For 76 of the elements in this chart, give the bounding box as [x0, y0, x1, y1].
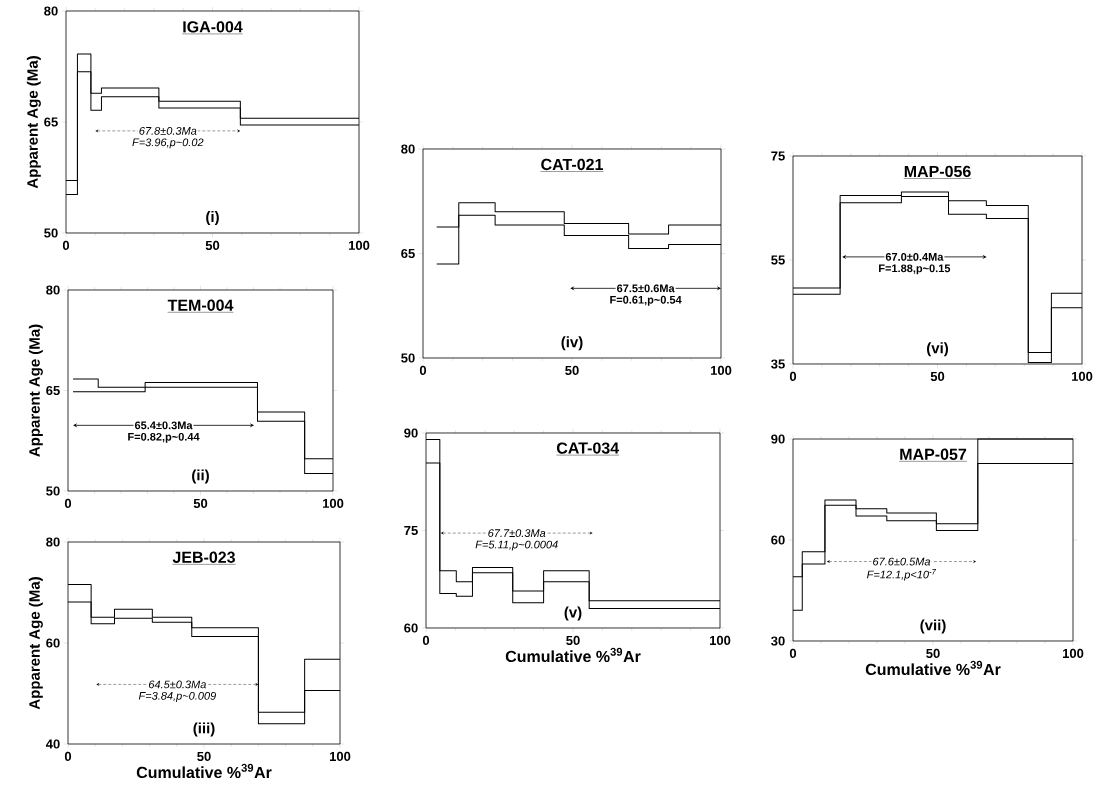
y-tick-label: 50	[44, 228, 58, 238]
annotation: 64.5±0.3Ma	[148, 680, 206, 689]
annotation: (ii)	[192, 469, 209, 484]
annotation: 65.4±0.3Ma	[134, 421, 193, 430]
annotation: F=3.96,p~0.02	[132, 138, 204, 149]
annotation: F=12.1,p<10$^{-7}$	[866, 569, 937, 581]
x-tick-label: 50	[565, 365, 579, 375]
x-tick-label: 50	[930, 371, 945, 381]
x-tick-label: 0	[64, 751, 72, 761]
chart-title: CAT-021	[541, 158, 603, 171]
x-tick-label: 0	[789, 648, 797, 658]
y-tick-label: 90	[404, 428, 418, 438]
annotation: F=1.88,p~0.15	[879, 264, 951, 275]
y-tick-label: 30	[771, 636, 785, 646]
x-tick-label: 100	[329, 751, 351, 761]
chart-title: JEB-023	[172, 551, 235, 563]
annotation: (v)	[564, 606, 582, 621]
x-tick-label: 0	[64, 498, 72, 508]
x-tick-label: 50	[566, 635, 580, 645]
x-tick-label: 100	[1062, 648, 1084, 658]
x-tick-label: 0	[419, 365, 427, 375]
y-tick-label: 65	[44, 117, 58, 127]
annotation: (i)	[206, 211, 219, 226]
x-tick-label: 50	[193, 498, 208, 508]
annotation: F=0.61,p~0.54	[610, 295, 682, 306]
x-tick-label: 100	[710, 365, 732, 375]
y-tick-label: 75	[771, 151, 785, 161]
annotation: F=0.82,p~0.44	[128, 432, 200, 443]
y-tick-label: 60	[404, 623, 418, 633]
y-tick-label: 60	[771, 535, 785, 545]
y-axis-title: Apparent Age (Ma)	[28, 324, 43, 457]
x-tick-label: 100	[709, 635, 731, 645]
y-axis-title: Apparent Age (Ma)	[28, 577, 43, 710]
annotation: 67.6±0.5Ma	[873, 557, 931, 566]
x-axis-title: Cumulative %$^{39}$Ar	[865, 660, 1001, 676]
x-tick-label: 100	[348, 240, 370, 250]
chart-title: MAP-056	[904, 165, 971, 178]
x-tick-label: 50	[197, 751, 211, 761]
y-tick-label: 80	[44, 6, 58, 16]
annotation: F=3.84,p~0.009	[138, 691, 216, 702]
annotation: (iv)	[561, 336, 583, 351]
annotation: (vi)	[927, 342, 949, 357]
y-tick-label: 55	[771, 255, 785, 265]
chart-title: MAP-057	[900, 448, 967, 460]
chart-title: TEM-004	[167, 299, 234, 311]
annotation: 67.5±0.6Ma	[617, 284, 675, 293]
y-tick-label: 35	[771, 359, 785, 369]
x-tick-label: 0	[789, 371, 797, 381]
y-tick-label: 65	[46, 385, 60, 396]
y-tick-label: 80	[46, 285, 60, 295]
annotation: 67.0±0.4Ma	[885, 252, 944, 261]
x-tick-label: 50	[926, 648, 940, 658]
annotation: F=5.11,p~0.0004	[475, 540, 558, 551]
x-axis-title: Cumulative %$^{39}$Ar	[505, 647, 641, 663]
y-tick-label: 80	[46, 537, 60, 547]
y-tick-label: 40	[45, 739, 60, 749]
x-tick-label: 50	[205, 240, 220, 250]
annotation: 67.8±0.3Ma	[139, 126, 197, 135]
y-tick-label: 75	[404, 525, 418, 536]
x-tick-label: 0	[62, 240, 70, 250]
x-tick-label: 100	[1071, 371, 1093, 381]
chart-title: CAT-034	[556, 442, 620, 454]
x-tick-label: 100	[322, 498, 344, 508]
y-axis-title: Apparent Age (Ma)	[26, 56, 41, 189]
y-tick-label: 90	[771, 434, 785, 444]
y-tick-label: 65	[401, 248, 415, 259]
y-tick-label: 50	[46, 486, 60, 496]
chart-title: IGA-004	[183, 21, 243, 33]
y-tick-label: 50	[401, 353, 415, 363]
annotation: (vii)	[920, 619, 946, 634]
y-tick-label: 60	[46, 638, 60, 648]
x-axis-title: Cumulative %$^{39}$Ar	[136, 763, 272, 779]
y-tick-label: 80	[401, 144, 415, 154]
x-tick-label: 0	[422, 635, 430, 645]
annotation: (iii)	[193, 722, 215, 737]
annotation: 67.7±0.3Ma	[488, 529, 546, 537]
